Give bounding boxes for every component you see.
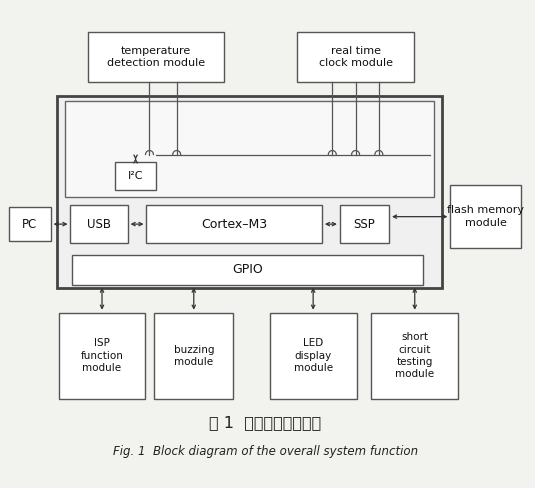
Text: PC: PC: [22, 218, 37, 231]
Bar: [59, 313, 146, 399]
Bar: [72, 255, 423, 285]
Text: Fig. 1  Block diagram of the overall system function: Fig. 1 Block diagram of the overall syst…: [113, 446, 418, 458]
Bar: [65, 101, 434, 197]
Bar: [340, 205, 389, 243]
Text: SSP: SSP: [354, 218, 376, 231]
Bar: [88, 32, 224, 82]
Bar: [297, 32, 414, 82]
Bar: [57, 96, 442, 288]
Text: I²C: I²C: [128, 171, 143, 182]
Bar: [371, 313, 458, 399]
Text: LED
display
module: LED display module: [294, 339, 333, 373]
Text: GPIO: GPIO: [232, 264, 263, 276]
Bar: [9, 207, 51, 241]
Text: USB: USB: [87, 218, 111, 231]
Text: Cortex–M3: Cortex–M3: [201, 218, 268, 231]
Text: short
circuit
testing
module: short circuit testing module: [395, 332, 434, 380]
Text: temperature
detection module: temperature detection module: [107, 46, 205, 68]
Text: real time
clock module: real time clock module: [318, 46, 393, 68]
Text: ISP
function
module: ISP function module: [81, 339, 124, 373]
Bar: [270, 313, 356, 399]
Bar: [115, 163, 156, 190]
Bar: [154, 313, 233, 399]
Text: buzzing
module: buzzing module: [173, 345, 214, 367]
Bar: [450, 185, 521, 248]
Bar: [71, 205, 128, 243]
Text: flash memory
module: flash memory module: [447, 205, 524, 228]
Bar: [147, 205, 322, 243]
Text: 图 1  系统整体功能框图: 图 1 系统整体功能框图: [209, 415, 322, 430]
